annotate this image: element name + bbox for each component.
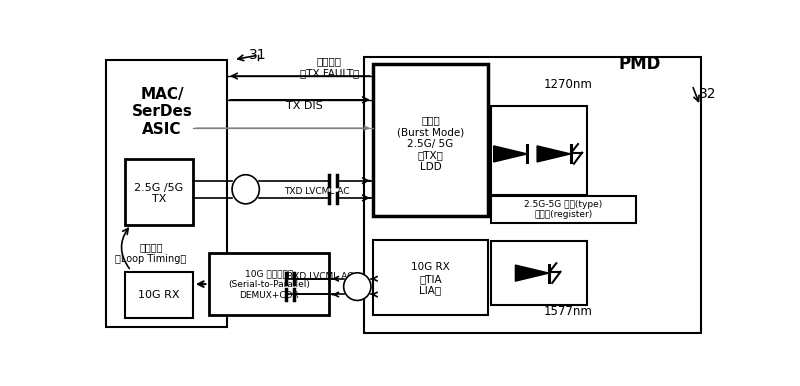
Text: 10G 串行到并行
(Serial-to-Parallel)
DEMUX+CDR: 10G 串行到并行 (Serial-to-Parallel) DEMUX+CDR [228, 270, 310, 300]
Text: 循环定时
（Loop Timing）: 循环定时 （Loop Timing） [115, 242, 186, 264]
Bar [490, 106, 586, 195]
Bar [363, 57, 702, 333]
Ellipse shape [344, 273, 371, 300]
Text: MAC/
SerDes
ASIC: MAC/ SerDes ASIC [131, 87, 193, 137]
Text: RXD LVCML AC: RXD LVCML AC [287, 272, 354, 281]
Bar [106, 60, 227, 327]
Text: 10G RX
（TIA
LIA）: 10G RX （TIA LIA） [411, 262, 450, 295]
Ellipse shape [232, 175, 259, 204]
Text: 32: 32 [699, 87, 716, 101]
Text: 2.5G-5G 类型(type)
寄存器(register): 2.5G-5G 类型(type) 寄存器(register) [524, 200, 602, 220]
Bar [490, 196, 636, 223]
Bar [125, 272, 193, 318]
Text: 2.5G /5G
TX: 2.5G /5G TX [134, 183, 183, 204]
Text: 10G RX: 10G RX [138, 290, 180, 300]
Bar [209, 253, 330, 315]
Text: 1270nm: 1270nm [544, 78, 593, 91]
Text: PMD: PMD [618, 55, 661, 73]
Text: 31: 31 [250, 47, 267, 62]
Text: 光模块
(Burst Mode)
2.5G/ 5G
（TX）
LDD: 光模块 (Burst Mode) 2.5G/ 5G （TX） LDD [397, 116, 464, 172]
Text: 失效输出
（TX FAULT）: 失效输出 （TX FAULT） [300, 56, 359, 78]
Polygon shape [537, 146, 570, 162]
Text: TX DIS: TX DIS [286, 101, 323, 111]
Polygon shape [494, 146, 527, 162]
Bar [373, 239, 487, 315]
Bar [125, 159, 193, 225]
Polygon shape [515, 265, 549, 281]
Bar [373, 64, 487, 216]
Bar [490, 241, 586, 305]
Text: 1577nm: 1577nm [544, 305, 593, 318]
Text: TXD LVCML AC: TXD LVCML AC [284, 188, 350, 196]
